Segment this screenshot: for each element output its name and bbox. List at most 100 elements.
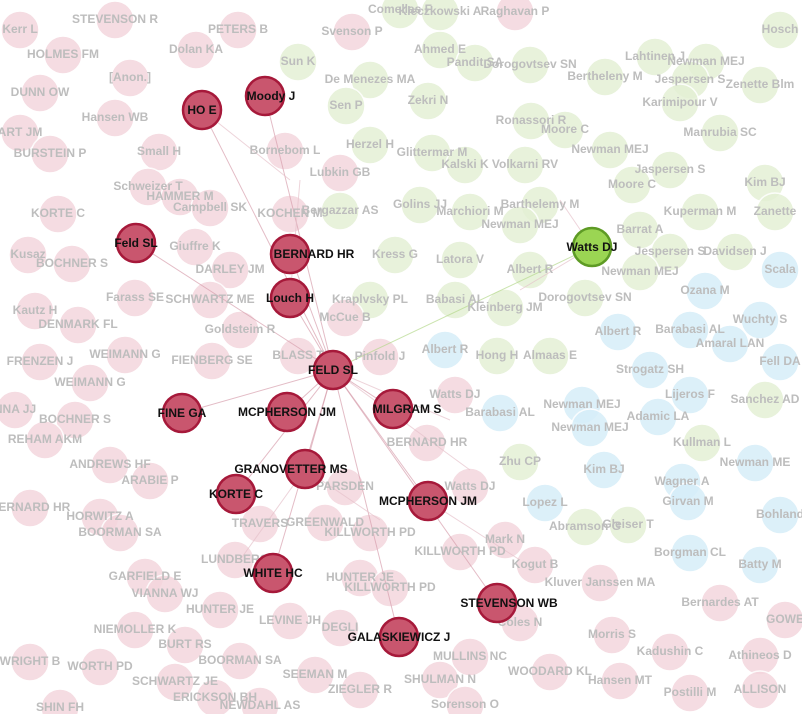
highlighted-node bbox=[407, 480, 449, 522]
background-node bbox=[477, 336, 517, 376]
background-node-label: Hosch bbox=[762, 22, 799, 36]
background-node bbox=[326, 86, 366, 126]
background-node bbox=[425, 330, 465, 370]
background-node bbox=[295, 655, 335, 695]
background-node-label: Manrubia SC bbox=[683, 125, 757, 139]
background-node bbox=[220, 641, 260, 681]
background-node-label: Newman ME bbox=[720, 455, 791, 469]
background-node-label: McCue B bbox=[319, 310, 371, 324]
background-node bbox=[530, 336, 570, 376]
background-node-label: Adamic LA bbox=[627, 409, 690, 423]
background-node-label: Latora V bbox=[436, 252, 484, 266]
background-node bbox=[408, 81, 448, 121]
background-node bbox=[608, 505, 648, 545]
background-node bbox=[90, 445, 130, 485]
background-node bbox=[70, 363, 110, 403]
background-node bbox=[8, 235, 48, 275]
background-node bbox=[735, 443, 775, 483]
background-node bbox=[680, 192, 720, 232]
background-node bbox=[638, 397, 678, 437]
background-node-label: KILLWORTH PD bbox=[414, 544, 506, 558]
background-node-label: Lubkin GB bbox=[310, 165, 371, 179]
background-node bbox=[530, 652, 570, 692]
highlighted-node bbox=[269, 277, 311, 319]
highlighted-node-label: Louch H bbox=[266, 291, 314, 305]
background-node-label: Goldsteim R bbox=[205, 322, 276, 336]
background-node bbox=[210, 250, 250, 290]
background-node bbox=[95, 98, 135, 138]
background-node bbox=[450, 192, 490, 232]
background-node bbox=[420, 660, 460, 700]
background-node bbox=[350, 125, 390, 165]
background-node-label: KORTE C bbox=[31, 206, 85, 220]
background-node bbox=[265, 131, 305, 171]
background-node-label: Kusaz bbox=[10, 247, 45, 261]
background-node-label: PARSDEN bbox=[316, 479, 374, 493]
background-node bbox=[545, 110, 585, 150]
background-node bbox=[445, 145, 485, 185]
background-node-label: Kadushin C bbox=[637, 644, 704, 658]
background-node bbox=[95, 0, 135, 40]
edge bbox=[135, 242, 334, 371]
background-node bbox=[115, 610, 155, 650]
highlighted-node bbox=[215, 473, 257, 515]
highlighted-node-label: BERNARD HR bbox=[274, 247, 355, 261]
background-node bbox=[630, 350, 670, 390]
background-node bbox=[55, 400, 95, 440]
background-node bbox=[305, 503, 345, 543]
background-node-label: Pandit SA bbox=[447, 55, 504, 69]
background-node-label: Glittermar M bbox=[397, 145, 468, 159]
highlighted-node bbox=[252, 552, 294, 594]
background-node-label: Giuffre K bbox=[169, 239, 221, 253]
background-node-label: SHIN FH bbox=[36, 700, 84, 714]
highlighted-node-label: GRANOVETTER MS bbox=[234, 462, 347, 476]
background-node-label: Small H bbox=[137, 144, 181, 158]
background-node bbox=[760, 250, 800, 290]
background-node bbox=[115, 278, 155, 318]
background-node-label: Kerr L bbox=[2, 22, 37, 36]
background-node bbox=[325, 298, 365, 338]
background-node-label: ERICKSON BH bbox=[173, 690, 257, 704]
background-node bbox=[685, 271, 725, 311]
background-node-label: Ahmed E bbox=[414, 42, 466, 56]
background-node-label: GREENWALD bbox=[286, 515, 364, 529]
edge bbox=[332, 369, 400, 638]
background-node-label: BLASS T bbox=[272, 348, 324, 362]
background-node-label: DUNN OW bbox=[11, 85, 70, 99]
background-node-label: SHULMAN N bbox=[404, 672, 476, 686]
background-node-label: Albert R bbox=[422, 342, 469, 356]
background-node bbox=[455, 43, 495, 83]
background-node bbox=[740, 65, 780, 105]
background-node bbox=[760, 10, 800, 50]
background-node-label: Abramson G bbox=[549, 519, 621, 533]
highlighted-node bbox=[378, 616, 420, 658]
background-node bbox=[570, 408, 610, 448]
background-node-label: Zenette Blm bbox=[726, 77, 795, 91]
background-node bbox=[515, 545, 555, 585]
background-node bbox=[15, 291, 55, 331]
highlighted-node bbox=[244, 75, 286, 117]
background-node-label: Ronassori R bbox=[496, 113, 567, 127]
background-node-label: Hansen WB bbox=[82, 110, 149, 124]
background-node-label: Pinfold J bbox=[355, 349, 406, 363]
highlighted-node-label: Feld SL bbox=[114, 236, 157, 250]
background-node-label: Newman MEJ bbox=[543, 397, 620, 411]
background-node bbox=[200, 590, 240, 630]
highlighted-node-label: GALASKIEWICZ J bbox=[348, 630, 451, 644]
background-node bbox=[435, 375, 475, 415]
background-node bbox=[670, 673, 710, 713]
background-node-label: Marchiori M bbox=[436, 204, 503, 218]
background-node bbox=[43, 35, 83, 75]
background-node bbox=[407, 423, 447, 463]
background-node bbox=[480, 393, 520, 433]
background-node bbox=[38, 194, 78, 234]
background-node-label: Lijeros F bbox=[665, 387, 715, 401]
background-node-label: Karimipour V bbox=[642, 95, 717, 109]
background-node bbox=[220, 310, 260, 350]
background-node bbox=[175, 227, 215, 267]
background-node bbox=[650, 232, 690, 272]
background-node bbox=[585, 57, 625, 97]
background-node-label: Morris S bbox=[588, 627, 636, 641]
background-node bbox=[20, 73, 60, 113]
